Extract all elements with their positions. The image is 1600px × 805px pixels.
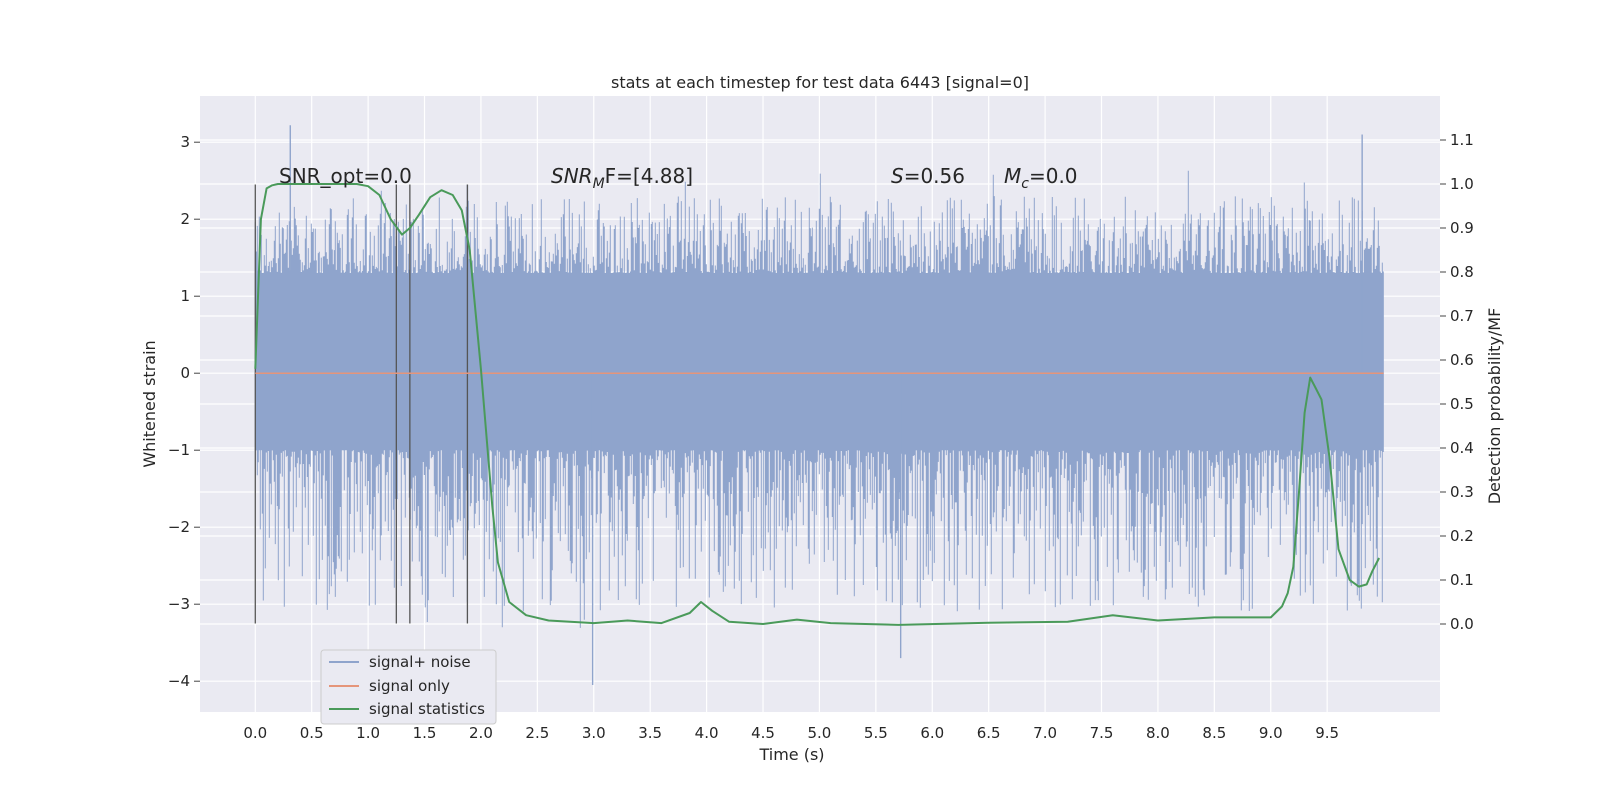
y-right-tick-label: 1.0 xyxy=(1450,175,1474,193)
y-right-tick-label: 0.4 xyxy=(1450,439,1474,457)
legend-label-signal-only: signal only xyxy=(369,677,450,695)
y-axis-label: Whitened strain xyxy=(140,340,159,467)
y-tick-label: −1 xyxy=(168,441,190,459)
annotation-snr-mf: SNRMF=[4.88] xyxy=(551,164,693,192)
x-tick-label: 0.5 xyxy=(300,724,324,742)
x-tick-labels: 0.0 0.5 1.0 1.5 2.0 2.5 3.0 3.5 4.0 4.5 5.0 5.5 6.0 6… xyxy=(243,724,1339,742)
y-right-tick-label: 0.9 xyxy=(1450,219,1474,237)
annotation-mc-rest: =0.0 xyxy=(1029,164,1078,188)
x-tick-label: 7.5 xyxy=(1090,724,1114,742)
y-right-tick-label: 0.7 xyxy=(1450,307,1474,325)
y-right-tick-label: 0.6 xyxy=(1450,351,1474,369)
y-right-tick-label: 0.3 xyxy=(1450,483,1474,501)
x-tick-label: 3.5 xyxy=(638,724,662,742)
x-tick-label: 1.5 xyxy=(413,724,437,742)
x-tick-label: 2.0 xyxy=(469,724,493,742)
y-tick-label: 0 xyxy=(180,364,190,382)
x-tick-label: 2.5 xyxy=(525,724,549,742)
x-tick-label: 0.0 xyxy=(243,724,267,742)
legend: signal+ noise signal only signal statist… xyxy=(320,649,497,725)
y-right-tick-label: 0.2 xyxy=(1450,527,1474,545)
y-tick-label: −2 xyxy=(168,518,190,536)
x-tick-label: 4.5 xyxy=(751,724,775,742)
y-right-axis-label: Detection probability/MF xyxy=(1485,308,1504,505)
x-tick-label: 5.0 xyxy=(808,724,832,742)
annotation-snr-mf-rest: F=[4.88] xyxy=(605,164,693,188)
annotation-snr-opt: SNR_opt=0.0 xyxy=(279,164,412,188)
y-right-tick-label: 1.1 xyxy=(1450,131,1474,149)
annotation-s-var: S xyxy=(891,164,904,188)
x-tick-label: 9.0 xyxy=(1259,724,1283,742)
y-tick-labels: 3 2 1 0 −1 −2 −3 −4 xyxy=(168,133,200,690)
x-tick-label: 7.0 xyxy=(1033,724,1057,742)
x-tick-label: 6.0 xyxy=(920,724,944,742)
x-tick-label: 6.5 xyxy=(977,724,1001,742)
x-tick-label: 8.5 xyxy=(1202,724,1226,742)
annotation-s-rest: =0.56 xyxy=(904,164,965,188)
y-right-tick-label: 0.1 xyxy=(1450,571,1474,589)
y-right-tick-label: 0.0 xyxy=(1450,615,1474,633)
x-tick-label: 9.5 xyxy=(1315,724,1339,742)
y-right-tick-labels: 1.1 1.0 0.9 0.8 0.7 0.6 0.5 0.4 0.3 0.2 0.1 0.0 xyxy=(1440,131,1474,633)
chart-title: stats at each timestep for test data 644… xyxy=(611,73,1029,92)
annotation-mc-sub: c xyxy=(1021,176,1029,192)
annotation-s: S=0.56 xyxy=(891,164,965,188)
annotation-mc: Mc=0.0 xyxy=(1004,164,1078,192)
signal-statistics-line xyxy=(254,183,1380,626)
series-signal-statistics xyxy=(254,183,1380,626)
y-right-tick-label: 0.5 xyxy=(1450,395,1474,413)
series-signal-noise xyxy=(254,125,1384,686)
y-tick-label: 2 xyxy=(180,210,190,228)
y-tick-label: −4 xyxy=(168,672,190,690)
y-tick-label: 1 xyxy=(180,287,190,305)
x-tick-label: 3.0 xyxy=(582,724,606,742)
legend-label-signal-noise: signal+ noise xyxy=(369,653,471,671)
y-tick-label: 3 xyxy=(180,133,190,151)
annotation-snr-mf-sub: M xyxy=(593,176,605,192)
x-tick-label: 4.0 xyxy=(695,724,719,742)
x-tick-label: 5.5 xyxy=(864,724,888,742)
annotation-snr-mf-base: SNR xyxy=(551,164,593,188)
y-tick-label: −3 xyxy=(168,595,190,613)
x-tick-label: 1.0 xyxy=(356,724,380,742)
annotation-mc-base: M xyxy=(1004,164,1021,188)
vertical-markers xyxy=(254,184,469,624)
x-tick-label: 8.0 xyxy=(1146,724,1170,742)
x-axis-label: Time (s) xyxy=(758,745,824,764)
y-right-tick-label: 0.8 xyxy=(1450,263,1474,281)
legend-label-signal-statistics: signal statistics xyxy=(369,700,485,718)
legend-box xyxy=(320,649,497,725)
